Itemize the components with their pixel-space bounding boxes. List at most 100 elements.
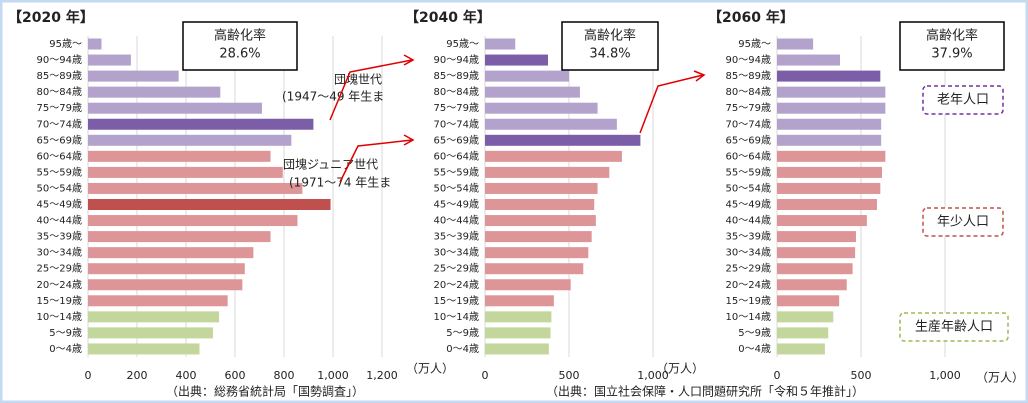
bar [777, 150, 886, 162]
y-tick-label: 70～74歳 [726, 118, 771, 130]
y-tick-label: 55～59歳 [37, 166, 82, 178]
annotation: (1947～49 年生ま [282, 90, 384, 104]
bar [777, 231, 856, 243]
legend-box [899, 312, 1009, 342]
x-tick-label: 800 [274, 369, 295, 382]
bar [485, 118, 617, 130]
y-tick-label: 20～24歳 [434, 279, 479, 291]
bar [88, 150, 271, 162]
bar [777, 343, 825, 355]
y-tick-label: 60～64歳 [434, 150, 479, 162]
x-tick-label: 1,000 [929, 369, 961, 382]
bar [88, 166, 283, 178]
bar [777, 182, 881, 194]
y-tick-label: 5～9歳 [49, 327, 82, 339]
y-tick-label: 30～34歳 [726, 247, 771, 259]
rate-value: 28.6% [219, 47, 260, 62]
rate-value: 34.8% [589, 47, 630, 62]
y-tick-label: 5～9歳 [738, 327, 771, 339]
bar [88, 54, 131, 66]
y-tick-label: 50～54歳 [434, 182, 479, 194]
bar [485, 279, 571, 291]
y-tick-label: 45～49歳 [726, 199, 771, 211]
chart-title: 【2040 年】 [405, 9, 491, 26]
bar [88, 327, 213, 339]
x-tick-label: 200 [127, 369, 148, 382]
y-tick-label: 45～49歳 [37, 199, 82, 211]
bar [485, 231, 592, 243]
y-tick-label: 70～74歳 [434, 118, 479, 130]
bar [485, 199, 595, 210]
x-tick-label: 400 [176, 369, 197, 382]
y-tick-label: 80～84歳 [434, 86, 479, 98]
y-tick-label: 95歳～ [49, 38, 82, 50]
x-tick-label: 0 [774, 369, 781, 382]
bar [485, 70, 569, 82]
x-tick-label: 500 [559, 369, 580, 382]
bar [777, 86, 886, 98]
bar [777, 38, 814, 50]
rate-label: 高齢化率 [584, 28, 636, 44]
arrow [329, 59, 413, 121]
y-tick-label: 35～39歳 [37, 231, 82, 243]
bar [88, 118, 314, 130]
bar [88, 295, 228, 307]
bar [485, 247, 589, 259]
legend-label: 年少人口 [937, 215, 989, 230]
bar [485, 343, 549, 355]
bar [88, 102, 262, 114]
y-tick-label: 20～24歳 [37, 279, 82, 291]
bar [777, 327, 829, 339]
arrows [329, 54, 706, 183]
y-tick-label: 35～39歳 [726, 231, 771, 243]
legend-box [922, 207, 1004, 237]
y-tick-label: 95歳～ [738, 38, 771, 50]
annotation: 団塊ジュニア世代 [283, 157, 378, 172]
y-tick-label: 15～19歳 [37, 295, 82, 307]
y-tick-label: 75～79歳 [726, 102, 771, 114]
bar [777, 70, 881, 82]
bar [88, 343, 200, 355]
y-tick-label: 30～34歳 [434, 247, 479, 259]
rate-value: 37.9% [931, 47, 972, 62]
y-tick-label: 80～84歳 [726, 86, 771, 98]
y-tick-label: 0～4歳 [446, 343, 479, 355]
bar [777, 263, 853, 275]
y-tick-label: 85～89歳 [726, 70, 771, 82]
y-tick-label: 40～44歳 [726, 215, 771, 227]
arrow [639, 74, 704, 134]
rate-box [561, 21, 659, 71]
y-tick-label: 20～24歳 [726, 279, 771, 291]
chart-title: 【2020 年】 [8, 9, 94, 26]
y-tick-label: 10～14歳 [434, 311, 479, 323]
bar [777, 54, 840, 66]
y-tick-label: 75～79歳 [434, 102, 479, 114]
y-tick-label: 55～59歳 [434, 166, 479, 178]
y-tick-label: 35～39歳 [434, 231, 479, 243]
y-tick-label: 90～94歳 [726, 54, 771, 66]
x-tick-label: 500 [851, 369, 872, 382]
legend-label: 生産年齢人口 [915, 319, 993, 335]
source: （出典：総務省統計局「国勢調査」） [166, 384, 364, 399]
bar [88, 263, 245, 275]
x-axis-label: （万人） [406, 362, 454, 376]
rate-label: 高齢化率 [926, 28, 978, 44]
y-tick-label: 50～54歳 [726, 182, 771, 194]
bar [485, 327, 551, 339]
bar [485, 54, 548, 66]
bar [88, 279, 243, 291]
bar [777, 279, 847, 291]
y-tick-label: 60～64歳 [37, 150, 82, 162]
legend-box [922, 85, 1004, 115]
rate-box [182, 21, 298, 71]
x-tick-label: 1,200 [366, 369, 398, 382]
annotation: (1971～74 年生ま [289, 176, 391, 190]
bar [777, 311, 834, 323]
y-tick-label: 15～19歳 [726, 295, 771, 307]
y-tick-label: 75～79歳 [37, 102, 82, 114]
x-tick-label: 0 [482, 369, 489, 382]
rate-label: 高齢化率 [214, 28, 266, 44]
y-tick-label: 65～69歳 [726, 134, 771, 146]
bar [777, 134, 882, 146]
